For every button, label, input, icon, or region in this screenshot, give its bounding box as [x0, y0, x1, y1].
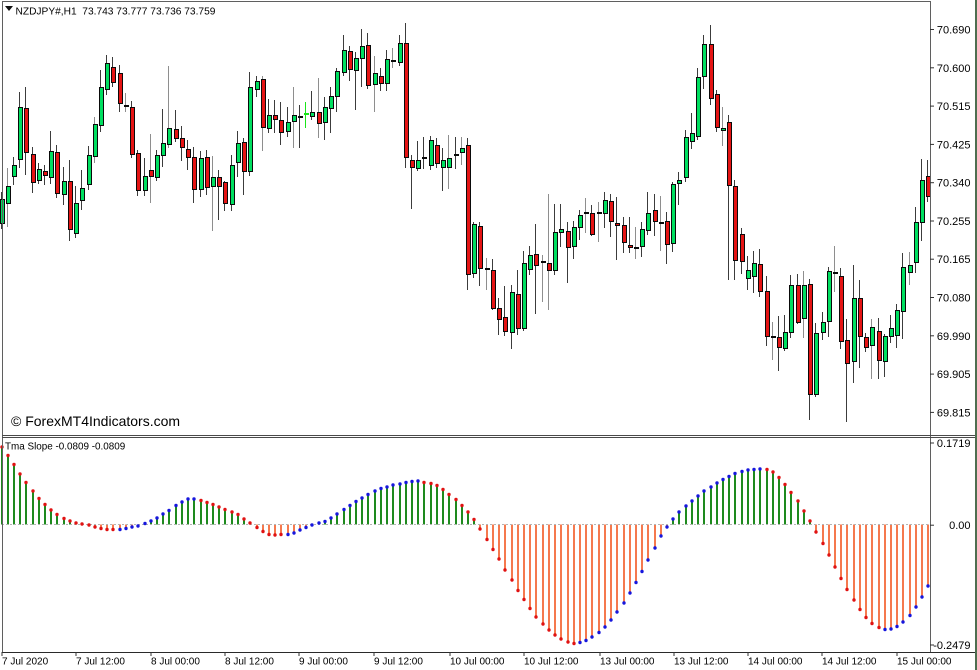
svg-text:69.815: 69.815 — [937, 407, 971, 419]
svg-text:NZDJPY#,H1 73.743 73.777 73.7: NZDJPY#,H1 73.743 73.777 73.736 73.759 — [16, 7, 216, 18]
svg-text:70.165: 70.165 — [937, 254, 971, 266]
svg-text:8 Jul 00:00: 8 Jul 00:00 — [151, 657, 200, 668]
svg-text:0.1719: 0.1719 — [937, 438, 971, 450]
svg-text:70.255: 70.255 — [937, 216, 971, 228]
svg-text:15 Jul 00:00: 15 Jul 00:00 — [897, 657, 952, 668]
svg-text:0.00: 0.00 — [949, 520, 970, 532]
svg-text:70.690: 70.690 — [937, 25, 971, 37]
svg-text:70.080: 70.080 — [937, 293, 971, 305]
svg-text:10 Jul 00:00: 10 Jul 00:00 — [450, 657, 505, 668]
svg-text:70.425: 70.425 — [937, 139, 971, 151]
svg-text:13 Jul 00:00: 13 Jul 00:00 — [600, 657, 655, 668]
svg-text:14 Jul 12:00: 14 Jul 12:00 — [822, 657, 877, 668]
svg-text:9 Jul 00:00: 9 Jul 00:00 — [299, 657, 348, 668]
svg-text:70.515: 70.515 — [937, 101, 971, 113]
svg-text:-0.2479: -0.2479 — [933, 640, 970, 652]
svg-text:7 Jul 2020: 7 Jul 2020 — [2, 657, 49, 668]
svg-text:10 Jul 12:00: 10 Jul 12:00 — [524, 657, 579, 668]
svg-text:14 Jul 00:00: 14 Jul 00:00 — [748, 657, 803, 668]
svg-text:69.990: 69.990 — [937, 331, 971, 343]
svg-text:70.340: 70.340 — [937, 178, 971, 190]
svg-text:8 Jul 12:00: 8 Jul 12:00 — [225, 657, 274, 668]
svg-text:© ForexMT4Indicators.com: © ForexMT4Indicators.com — [11, 413, 180, 429]
svg-text:70.600: 70.600 — [937, 63, 971, 75]
svg-text:7 Jul 12:00: 7 Jul 12:00 — [76, 657, 125, 668]
svg-text:9 Jul 12:00: 9 Jul 12:00 — [374, 657, 423, 668]
svg-text:Tma Slope -0.0809 -0.0809: Tma Slope -0.0809 -0.0809 — [5, 442, 126, 453]
svg-text:69.905: 69.905 — [937, 369, 971, 381]
svg-text:13 Jul 12:00: 13 Jul 12:00 — [674, 657, 729, 668]
